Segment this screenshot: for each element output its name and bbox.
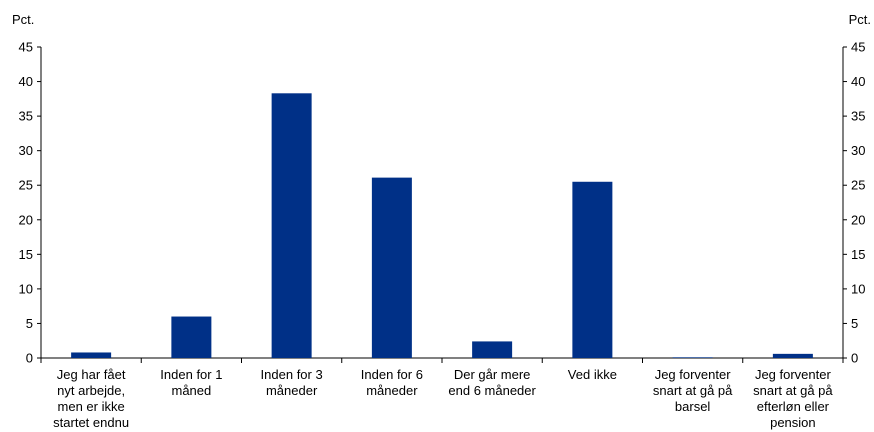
axes: 0 0 5 5 10 10 15 15 20 20 25 25 30 30 35 35 40 40 45 45 [19, 40, 866, 366]
y-tick-label-right: 35 [851, 109, 865, 124]
y-unit-left: Pct. [12, 12, 34, 27]
bar [71, 352, 112, 358]
bar [772, 353, 813, 358]
y-tick-label-left: 10 [19, 281, 33, 296]
bar [572, 181, 613, 358]
y-tick-label-right: 40 [851, 74, 865, 89]
y-tick-label-left: 20 [19, 212, 33, 227]
category-label: Jeg forventer snart at gå på barsel [652, 367, 733, 414]
bar [672, 357, 713, 358]
category-label: Jeg forventer snart at gå på efterløn el… [753, 367, 833, 430]
y-tick-label-left: 35 [19, 109, 33, 124]
y-tick-label-right: 0 [851, 351, 858, 366]
y-tick-label-right: 10 [851, 281, 865, 296]
y-tick-label-right: 20 [851, 212, 865, 227]
y-unit-right: Pct. [849, 12, 871, 27]
category-label: Inden for 1 måned [160, 367, 223, 398]
y-tick-label-left: 30 [19, 143, 33, 158]
bar [371, 177, 412, 358]
y-tick-label-left: 0 [26, 351, 33, 366]
y-tick-label-right: 5 [851, 316, 858, 331]
y-tick-label-left: 25 [19, 178, 33, 193]
y-tick-label-left: 40 [19, 74, 33, 89]
y-tick-label-left: 45 [19, 40, 33, 55]
category-label: Inden for 6 måneder [360, 367, 423, 398]
category-label: Inden for 3 måneder [260, 367, 323, 398]
y-tick-label-left: 5 [26, 316, 33, 331]
y-tick-label-right: 25 [851, 178, 865, 193]
y-tick-label-right: 30 [851, 143, 865, 158]
category-label: Ved ikke [567, 367, 617, 382]
bar [171, 316, 212, 358]
y-tick-label-right: 45 [851, 40, 865, 55]
category-label: Der går mere end 6 måneder [448, 367, 536, 398]
y-tick-label-right: 15 [851, 247, 865, 262]
y-tick-label-left: 15 [19, 247, 33, 262]
bar [271, 93, 312, 358]
category-label: Jeg har fået nyt arbejde, men er ikke st… [53, 367, 130, 430]
bar [472, 341, 513, 358]
bars [71, 93, 813, 358]
